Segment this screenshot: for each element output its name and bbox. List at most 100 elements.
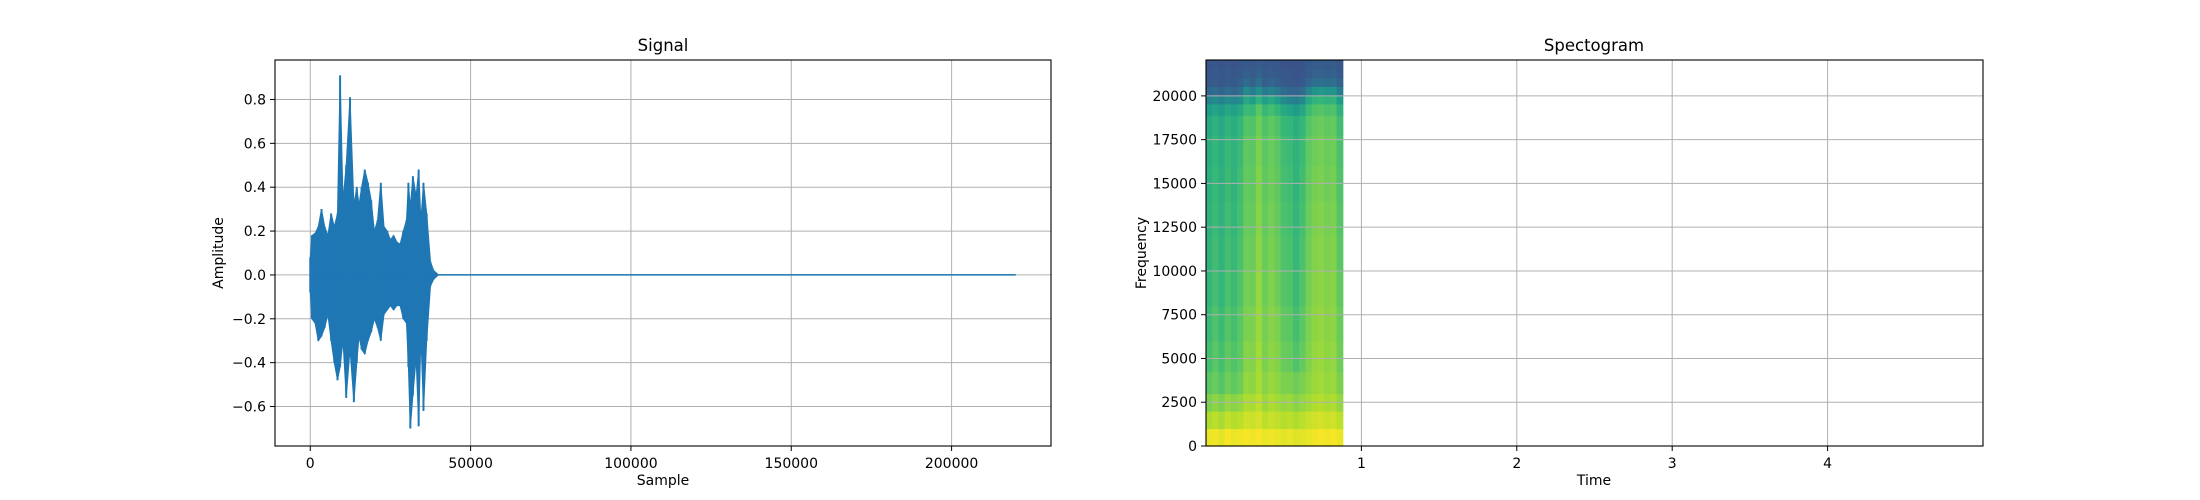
spectrogram-cell: [1336, 371, 1344, 395]
spectrogram-y-tick-label: 12500: [1152, 220, 1197, 236]
spectrogram-x-tick-label: 1: [1357, 456, 1366, 472]
spectrogram-cell: [1336, 305, 1344, 342]
spectrogram-cell: [1206, 103, 1213, 116]
spectrogram-cell: [1274, 95, 1282, 105]
spectrogram-cell: [1274, 115, 1282, 136]
spectrogram-cell: [1243, 200, 1251, 237]
spectrogram-cell: [1243, 68, 1251, 79]
spectrogram-cell: [1268, 60, 1275, 70]
spectrogram-cell: [1286, 410, 1294, 430]
spectrogram-cell: [1280, 86, 1288, 96]
spectrogram-cell: [1280, 200, 1288, 237]
spectrogram-cell: [1261, 115, 1269, 136]
spectrogram-cell: [1249, 68, 1257, 79]
spectrogram-cell: [1324, 95, 1331, 105]
spectrogram-cell: [1317, 200, 1325, 237]
spectrogram-cell: [1230, 235, 1238, 272]
spectrogram-cell: [1218, 103, 1226, 116]
spectrogram-cell: [1280, 135, 1288, 167]
signal-series: [309, 75, 1016, 429]
spectrogram-cell: [1206, 371, 1213, 395]
spectrogram-cell: [1243, 86, 1251, 96]
spectrogram-cell: [1243, 270, 1251, 307]
spectrogram-cell: [1317, 95, 1325, 105]
spectrogram-cell: [1206, 135, 1213, 167]
spectrogram-y-ticks: 0 2500 5000 7500 10000 12500 15000 17500 20000: [1152, 89, 1206, 455]
spectrogram-cell: [1237, 60, 1244, 70]
spectrogram-cell: [1243, 135, 1251, 167]
spectrogram-cell: [1249, 115, 1257, 136]
spectrogram-cell: [1230, 115, 1238, 136]
spectrogram-cell: [1293, 60, 1300, 70]
spectrogram-cell: [1206, 95, 1213, 105]
spectrogram-cell: [1212, 371, 1220, 395]
spectrogram-cell: [1206, 200, 1213, 237]
spectrogram-cell: [1212, 428, 1220, 447]
spectrogram-cell: [1311, 103, 1319, 116]
spectrogram-cell: [1206, 77, 1213, 87]
spectrogram-cell: [1274, 371, 1282, 395]
spectrogram-cell: [1311, 270, 1319, 307]
spectrogram-cell: [1286, 115, 1294, 136]
spectrogram-cell: [1230, 95, 1238, 105]
spectrogram-cell: [1293, 115, 1300, 136]
spectrogram-y-tick-label: 17500: [1152, 133, 1197, 149]
spectrogram-cell: [1237, 200, 1244, 237]
spectrogram-cell: [1274, 410, 1282, 430]
spectrogram-cell: [1293, 135, 1300, 167]
spectrogram-cell: [1243, 115, 1251, 136]
spectrogram-cell: [1299, 340, 1307, 373]
spectrogram-cell: [1255, 340, 1263, 373]
spectrogram-cell: [1317, 340, 1325, 373]
spectrogram-x-tick-label: 2: [1512, 456, 1521, 472]
spectrogram-cell: [1206, 410, 1213, 430]
spectrogram-cell: [1261, 235, 1269, 272]
spectrogram-cell: [1305, 428, 1313, 447]
spectrogram-cell: [1280, 115, 1288, 136]
spectrogram-cell: [1268, 77, 1275, 87]
spectrogram-cell: [1212, 305, 1220, 342]
spectrogram-cell: [1212, 115, 1220, 136]
spectrogram-cell: [1311, 410, 1319, 430]
spectrogram-cell: [1249, 410, 1257, 430]
spectrogram-cell: [1305, 115, 1313, 136]
spectrogram-cell: [1324, 235, 1331, 272]
spectrogram-cell: [1317, 135, 1325, 167]
spectrogram-cell: [1330, 270, 1338, 307]
spectrogram-cell: [1268, 95, 1275, 105]
spectrogram-cell: [1224, 95, 1232, 105]
spectrogram-cell: [1299, 410, 1307, 430]
spectrogram-cell: [1305, 235, 1313, 272]
signal-x-axis-label: Sample: [637, 473, 690, 489]
spectrogram-cell: [1212, 340, 1220, 373]
spectrogram-heatmap: [1206, 60, 1344, 447]
spectrogram-cell: [1286, 135, 1294, 167]
spectrogram-cell: [1206, 428, 1213, 447]
spectrogram-cell: [1336, 86, 1344, 96]
spectrogram-cell: [1237, 410, 1244, 430]
spectrogram-cell: [1330, 86, 1338, 96]
spectrogram-cell: [1324, 270, 1331, 307]
spectrogram-cell: [1280, 410, 1288, 430]
spectrogram-cell: [1218, 115, 1226, 136]
spectrogram-cell: [1280, 371, 1288, 395]
signal-y-ticks: −0.6 −0.4 −0.2 0.0 0.2 0.4 0.6 0.8: [232, 92, 275, 416]
spectrogram-cell: [1206, 115, 1213, 136]
spectrogram-cell: [1224, 305, 1232, 342]
spectrogram-cell: [1218, 95, 1226, 105]
spectrogram-cell: [1305, 371, 1313, 395]
spectrogram-cell: [1268, 428, 1275, 447]
spectrogram-cell: [1230, 60, 1238, 70]
spectrogram-cell: [1243, 340, 1251, 373]
spectrogram-cell: [1261, 103, 1269, 116]
spectrogram-cell: [1218, 77, 1226, 87]
spectrogram-cell: [1324, 77, 1331, 87]
spectrogram-cell: [1249, 135, 1257, 167]
spectrogram-cell: [1286, 371, 1294, 395]
spectrogram-cell: [1286, 77, 1294, 87]
spectrogram-cell: [1280, 95, 1288, 105]
spectrogram-cell: [1274, 340, 1282, 373]
spectrogram-cell: [1324, 371, 1331, 395]
spectrogram-cell: [1230, 200, 1238, 237]
spectrogram-cell: [1274, 68, 1282, 79]
